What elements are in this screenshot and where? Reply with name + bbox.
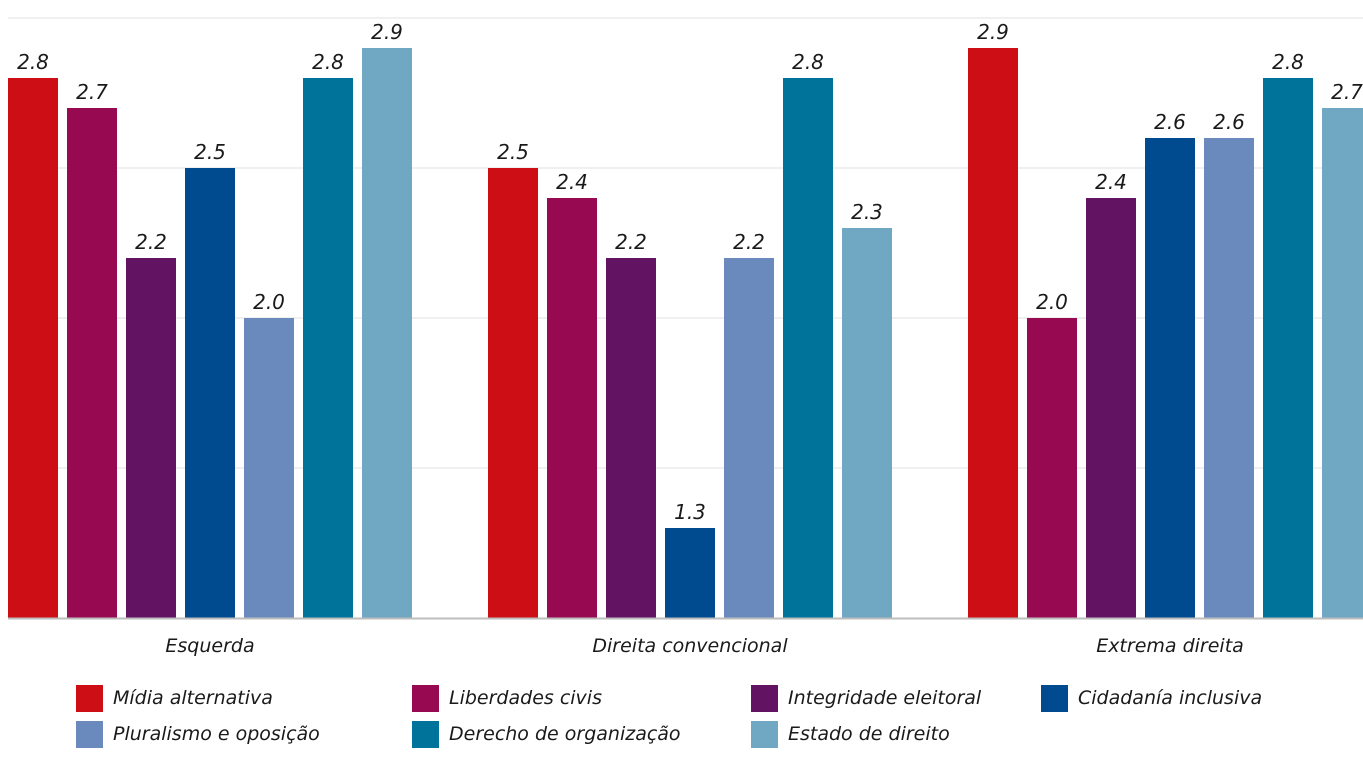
bar	[126, 258, 176, 618]
legend-swatch	[412, 720, 439, 748]
data-label: 2.3	[851, 200, 883, 224]
legend-item-liberdades-civis: Liberdades civis	[412, 684, 751, 712]
legend-swatch	[76, 720, 103, 748]
data-label: 2.0	[1036, 290, 1068, 314]
legend-item-midia-alternativa: Mídia alternativa	[76, 684, 412, 712]
data-label: 2.7	[1331, 80, 1363, 104]
bar	[547, 198, 597, 618]
legend-swatch	[751, 720, 778, 748]
legend-row: Mídia alternativa Liberdades civis Integ…	[76, 680, 1356, 716]
legend-item-derecho-de-organizacao: Derecho de organização	[412, 720, 751, 748]
category-label: Direita convencional	[592, 635, 788, 657]
category-label: Extrema direita	[1096, 635, 1244, 657]
legend-label: Liberdades civis	[449, 687, 602, 709]
legend-swatch	[751, 684, 778, 712]
legend-item-cidadania-inclusiva: Cidadanía inclusiva	[1041, 684, 1263, 712]
legend-item-estado-de-direito: Estado de direito	[751, 720, 950, 748]
bar	[244, 318, 294, 618]
grouped-bar-chart: 2.8 2.7 2.2 2.5 2.0 2.8 2.9 Esquerda 2.5 2.4 2.2 1.…	[8, 17, 1363, 657]
data-label: 2.7	[76, 80, 108, 104]
data-label: 2.5	[497, 140, 529, 164]
bar	[185, 168, 235, 618]
legend-label: Pluralismo e oposição	[113, 723, 320, 745]
data-label: 2.4	[1095, 170, 1127, 194]
bar	[606, 258, 656, 618]
data-label: 2.2	[135, 230, 167, 254]
data-label: 2.9	[977, 20, 1009, 44]
bar	[8, 78, 58, 618]
legend-label: Integridade eleitoral	[788, 687, 982, 709]
bar	[303, 78, 353, 618]
chart-legend: Mídia alternativa Liberdades civis Integ…	[76, 680, 1356, 752]
bar	[665, 528, 715, 618]
bar	[1204, 138, 1254, 618]
bar	[1086, 198, 1136, 618]
bar	[67, 108, 117, 618]
legend-item-pluralismo-e-oposicao: Pluralismo e oposição	[76, 720, 412, 748]
bar	[1027, 318, 1077, 618]
data-label: 1.3	[674, 500, 706, 524]
bar	[783, 78, 833, 618]
legend-label: Mídia alternativa	[113, 687, 273, 709]
legend-label: Derecho de organização	[449, 723, 681, 745]
legend-label: Cidadanía inclusiva	[1078, 687, 1263, 709]
data-label: 2.2	[615, 230, 647, 254]
data-label: 2.9	[371, 20, 403, 44]
data-label: 2.4	[556, 170, 588, 194]
data-label: 2.0	[253, 290, 285, 314]
bar	[488, 168, 538, 618]
legend-item-integridade-eleitoral: Integridade eleitoral	[751, 684, 1041, 712]
chart-canvas: 2.8 2.7 2.2 2.5 2.0 2.8 2.9 Esquerda 2.5 2.4 2.2 1.…	[8, 17, 1363, 657]
data-label: 2.8	[17, 50, 49, 74]
bar	[724, 258, 774, 618]
bar	[362, 48, 412, 618]
bar	[842, 228, 892, 618]
legend-label: Estado de direito	[788, 723, 950, 745]
data-label: 2.5	[194, 140, 226, 164]
data-label: 2.8	[312, 50, 344, 74]
category-label: Esquerda	[165, 635, 254, 657]
legend-swatch	[1041, 684, 1068, 712]
data-label: 2.2	[733, 230, 765, 254]
bar	[1263, 78, 1313, 618]
bar	[968, 48, 1018, 618]
bar	[1322, 108, 1363, 618]
legend-swatch	[76, 684, 103, 712]
legend-row: Pluralismo e oposição Derecho de organiz…	[76, 716, 1356, 752]
data-label: 2.6	[1213, 110, 1245, 134]
legend-swatch	[412, 684, 439, 712]
data-label: 2.6	[1154, 110, 1186, 134]
data-label: 2.8	[792, 50, 824, 74]
bar	[1145, 138, 1195, 618]
data-label: 2.8	[1272, 50, 1304, 74]
